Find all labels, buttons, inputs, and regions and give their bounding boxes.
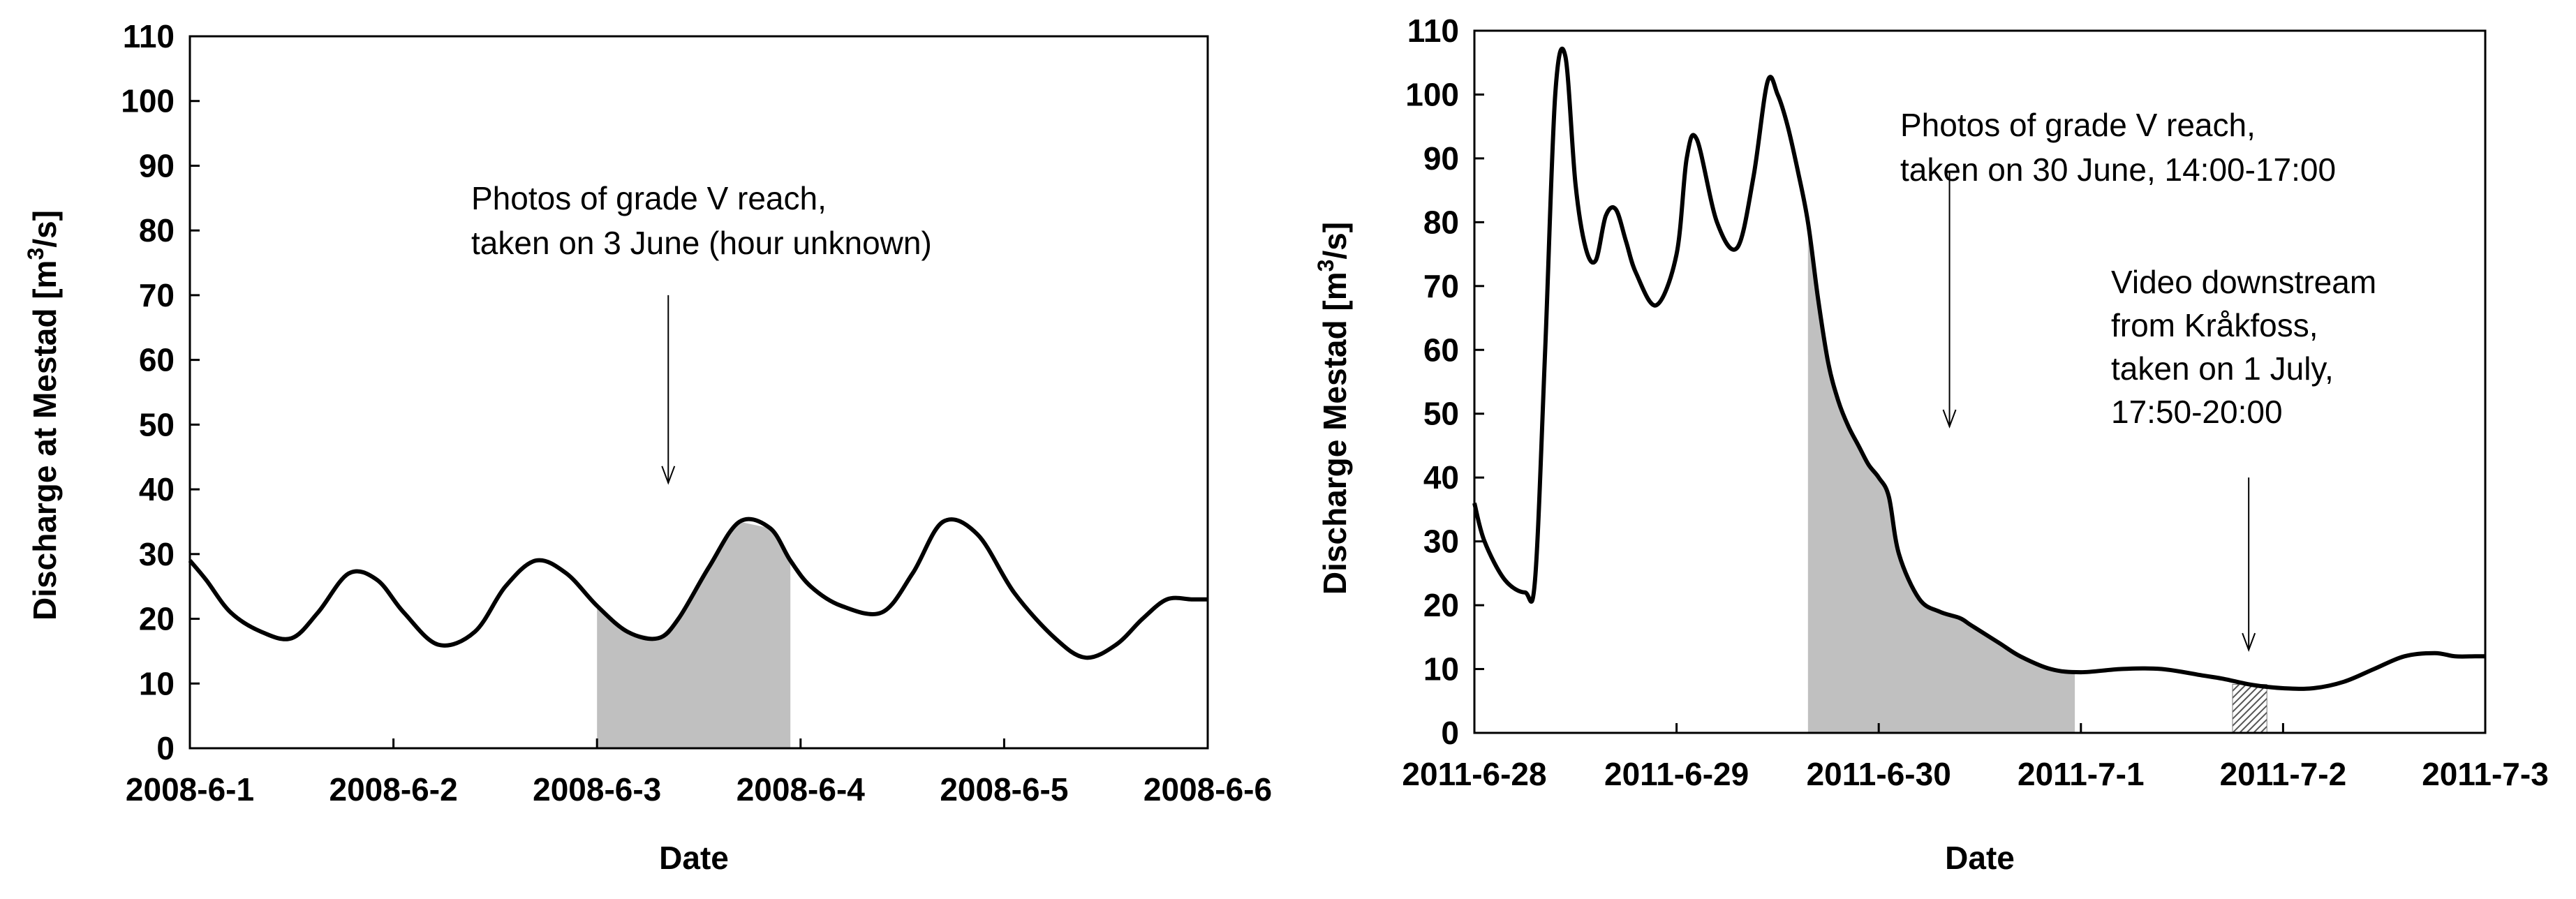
y-tick-label: 10: [1423, 651, 1459, 688]
annotation-line-1: Photos of grade V reach,: [471, 180, 827, 216]
hatched-region-right: [2232, 683, 2267, 734]
y-tick-label: 0: [156, 730, 175, 766]
y-tick-label: 110: [123, 18, 175, 54]
y-axis-ticks-left: 0 10 20 30 40 50 60 70 80 90 100 110: [121, 18, 200, 766]
y-tick-label: 80: [139, 212, 175, 248]
y-tick-label: 30: [1423, 523, 1459, 560]
plot-frame-left: [188, 35, 1209, 750]
shaded-region-right: [1807, 222, 2075, 733]
y-axis-ticks-right: 0 10 20 30 40 50 60 70 80 90 100 110: [1405, 13, 1484, 751]
x-axis-ticks-right: 2011-6-28 2011-6-29 2011-6-30 2011-7-1 2011-…: [1402, 723, 2549, 792]
y-tick-label: 50: [139, 406, 175, 443]
x-tick-label: 2008-6-6: [1143, 771, 1272, 808]
y-tick-label: 60: [1423, 332, 1459, 368]
annotation-line-3: taken on 1 July,: [2111, 350, 2334, 387]
y-tick-label: 10: [139, 665, 175, 701]
x-axis-ticks-left: 2008-6-1 2008-6-2 2008-6-3 2008-6-4 2008-6-5…: [126, 738, 1272, 808]
x-tick-label: 2011-6-30: [1807, 756, 1951, 792]
annotation-text-right-1: Photos of grade V reach, taken on 30 Jun…: [1900, 107, 2336, 188]
shaded-region-left: [597, 522, 791, 748]
annotation-line-4: 17:50-20:00: [2111, 394, 2283, 430]
annotation-arrowhead-right-2: [2242, 632, 2256, 652]
hatch-lines: [2233, 684, 2267, 734]
x-axis-title-right: Date: [1945, 840, 2015, 876]
series-line-right: [1472, 46, 2485, 691]
y-tick-label: 70: [139, 277, 175, 313]
series-line-left: [188, 517, 1208, 660]
y-tick-label: 70: [1423, 268, 1459, 304]
y-tick-label: 30: [139, 536, 175, 572]
annotation-text-left: Photos of grade V reach, taken on 3 June…: [471, 180, 932, 261]
annotation-arrowhead-right-1: [1942, 409, 1957, 429]
y-tick-label: 50: [1423, 396, 1459, 432]
y-axis-title-left: Discharge at Mestad [m3/s]: [23, 210, 63, 621]
x-tick-label: 2008-6-3: [533, 771, 661, 808]
annotation-text-right-2: Video downstream from Kråkfoss, taken on…: [2111, 264, 2385, 430]
y-tick-label: 100: [1405, 76, 1459, 112]
y-tick-label: 100: [121, 83, 175, 119]
x-tick-label: 2011-7-2: [2220, 756, 2347, 792]
x-axis-title-left: Date: [659, 840, 729, 876]
annotation-line-2: taken on 30 June, 14:00-17:00: [1900, 151, 2336, 188]
y-tick-label: 90: [139, 147, 175, 184]
x-tick-label: 2008-6-2: [330, 771, 458, 808]
y-tick-label: 90: [1423, 140, 1459, 177]
y-tick-label: 80: [1423, 204, 1459, 240]
y-tick-label: 110: [1407, 13, 1459, 49]
y-tick-label: 40: [1423, 459, 1459, 496]
y-tick-label: 20: [139, 601, 175, 637]
annotation-line-1: Video downstream: [2111, 264, 2376, 300]
annotation-line-2: from Kråkfoss,: [2111, 307, 2318, 343]
x-tick-label: 2008-6-5: [940, 771, 1068, 808]
y-tick-label: 0: [1441, 715, 1459, 751]
y-axis-title-right: Discharge Mestad [m3/s]: [1313, 222, 1353, 595]
x-tick-label: 2008-6-1: [126, 771, 254, 808]
x-tick-label: 2011-6-29: [1604, 756, 1749, 792]
y-tick-label: 20: [1423, 587, 1459, 623]
x-tick-label: 2011-7-3: [2422, 756, 2549, 792]
x-tick-label: 2011-7-1: [2018, 756, 2145, 792]
y-tick-label: 60: [139, 342, 175, 378]
x-tick-label: 2011-6-28: [1402, 756, 1546, 792]
annotation-line-1: Photos of grade V reach,: [1900, 107, 2256, 143]
y-tick-label: 40: [139, 471, 175, 507]
annotation-arrowhead-left: [661, 466, 676, 485]
x-tick-label: 2008-6-4: [736, 771, 866, 808]
annotation-line-2: taken on 3 June (hour unknown): [471, 225, 932, 261]
plot-frame-right: [1473, 29, 2487, 734]
